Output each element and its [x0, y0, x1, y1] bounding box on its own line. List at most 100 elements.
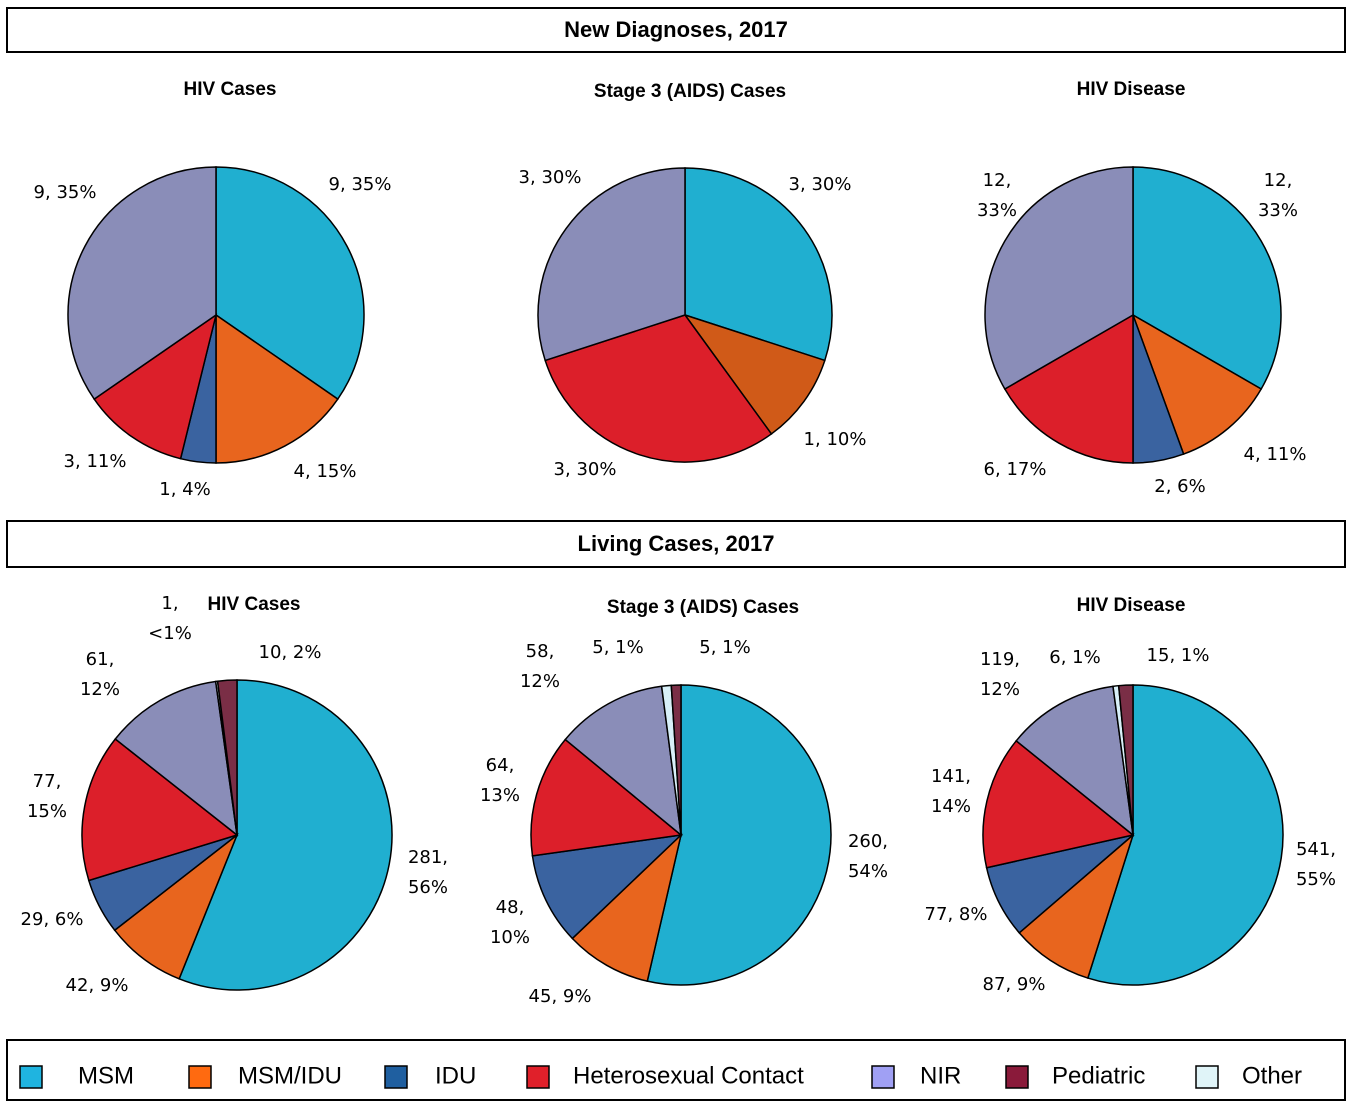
data-label: 2, 6% [1154, 476, 1205, 497]
data-label: 12, 33% [977, 170, 1017, 221]
data-label-line: 541, [1296, 839, 1336, 860]
section-box [6, 7, 1346, 53]
legend-swatch [384, 1065, 408, 1089]
data-label: 541, 55% [1296, 839, 1336, 890]
data-label: 48, 10% [490, 897, 530, 948]
pie-title: HIV Disease [1077, 79, 1186, 100]
data-label: 141, 14% [931, 766, 971, 817]
pie-title: Stage 3 (AIDS) Cases [594, 81, 786, 102]
data-label-line: 15% [27, 801, 67, 822]
data-label-line: 56% [408, 877, 448, 898]
data-label-line: <1% [148, 623, 192, 644]
data-label: 9, 35% [329, 174, 392, 195]
data-label: 42, 9% [66, 975, 129, 996]
pie-slice [646, 684, 832, 986]
legend-swatch [1195, 1065, 1219, 1089]
data-label-line: 54% [848, 861, 888, 882]
pie-slice [1132, 166, 1282, 391]
data-label: 77, 15% [27, 771, 67, 822]
data-label: 1, 10% [804, 429, 867, 450]
pie-slice [216, 679, 238, 836]
pie-slice [531, 833, 684, 940]
legend-swatch [1005, 1065, 1029, 1089]
data-label: 5, 1% [699, 637, 750, 658]
legend-label: Heterosexual Contact [573, 1062, 804, 1089]
section-title: Living Cases, 2017 [578, 531, 775, 556]
pie-slice [1003, 313, 1134, 464]
pie-title: HIV Disease [1077, 595, 1186, 616]
pie-slice [537, 167, 686, 362]
data-label: 3, 30% [519, 167, 582, 188]
pie-slice [81, 737, 239, 882]
data-label-line: 64, [486, 755, 515, 776]
data-label-line: 119, [980, 649, 1020, 670]
pie-slice [564, 685, 682, 837]
legend-label: Pediatric [1052, 1062, 1145, 1089]
legend-label: MSM [78, 1062, 134, 1089]
data-label-line: 33% [1258, 200, 1298, 221]
pie-slice [683, 313, 826, 435]
legend-label: Other [1242, 1062, 1302, 1089]
legend-swatch [526, 1065, 550, 1089]
data-label: 58, 12% [520, 641, 560, 692]
data-label: 3, 30% [554, 459, 617, 480]
pie-title: Stage 3 (AIDS) Cases [607, 597, 799, 618]
pie-slice [1117, 684, 1134, 836]
pie-slice [670, 684, 682, 836]
data-label-line: 13% [480, 785, 520, 806]
data-label: 4, 11% [1244, 444, 1307, 465]
data-label-line: 12, [983, 170, 1012, 191]
data-label: 77, 8% [925, 904, 988, 925]
data-label: 3, 11% [64, 451, 127, 472]
data-label: 6, 17% [984, 459, 1047, 480]
pie-slice [571, 832, 683, 983]
data-label-line: 1, [161, 593, 178, 614]
data-label: 29, 6% [21, 909, 84, 930]
legend-box [6, 1039, 1346, 1101]
data-label: 6, 1% [1049, 647, 1100, 668]
data-label-line: 14% [931, 796, 971, 817]
legend-swatch [188, 1065, 212, 1089]
legend-swatch [19, 1065, 43, 1089]
data-label-line: 12, [1264, 170, 1293, 191]
data-label-line: 141, [931, 766, 971, 787]
data-label-line: 12% [80, 679, 120, 700]
pie-slice [1018, 832, 1135, 979]
data-label: 1, <1% [148, 593, 192, 644]
pie-slice [215, 313, 339, 464]
data-label-line: 33% [977, 200, 1017, 221]
data-label: 61, 12% [80, 649, 120, 700]
data-label: 260, 54% [848, 831, 888, 882]
legend-label: NIR [920, 1062, 961, 1089]
data-label-line: 12% [520, 671, 560, 692]
data-label: 12, 33% [1258, 170, 1298, 221]
pie-title: HIV Cases [208, 594, 301, 615]
data-label-line: 77, [33, 771, 62, 792]
data-label-line: 55% [1296, 869, 1336, 890]
data-label: 119, 12% [980, 649, 1020, 700]
data-label-line: 260, [848, 831, 888, 852]
pie-slice [684, 167, 833, 362]
pie-slice [67, 166, 217, 401]
legend-swatch [871, 1065, 895, 1089]
pie-slice [1131, 313, 1263, 456]
pie-slice [1086, 684, 1284, 986]
data-label: 87, 9% [983, 974, 1046, 995]
section-box [6, 520, 1346, 568]
data-label: 9, 35% [34, 182, 97, 203]
data-label-line: 48, [496, 897, 525, 918]
legend-label: MSM/IDU [238, 1062, 342, 1089]
data-label-line: 61, [86, 649, 115, 670]
pie-slice [982, 739, 1135, 869]
data-label: 281, 56% [408, 847, 448, 898]
data-label: 15, 1% [1147, 645, 1210, 666]
pie-slice [984, 166, 1134, 391]
data-label: 1, 4% [159, 479, 210, 500]
data-label-line: 10% [490, 927, 530, 948]
legend-label: IDU [435, 1062, 476, 1089]
pie-slice [215, 166, 365, 401]
data-label: 4, 15% [294, 461, 357, 482]
data-label: 3, 30% [789, 174, 852, 195]
data-label-line: 281, [408, 847, 448, 868]
